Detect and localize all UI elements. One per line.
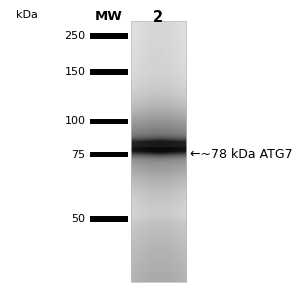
Text: MW: MW xyxy=(95,11,123,23)
Text: ←~78 kDa ATG7: ←~78 kDa ATG7 xyxy=(190,148,293,161)
Text: kDa: kDa xyxy=(16,11,38,20)
Text: 75: 75 xyxy=(71,149,85,160)
Bar xyxy=(90,69,128,75)
Bar xyxy=(130,21,186,282)
Text: 2: 2 xyxy=(153,11,163,26)
Bar xyxy=(90,152,128,157)
Bar xyxy=(90,216,128,222)
Bar xyxy=(90,33,128,39)
Text: 50: 50 xyxy=(71,214,85,224)
Bar xyxy=(90,119,128,124)
Text: 100: 100 xyxy=(64,116,86,127)
Text: 250: 250 xyxy=(64,31,86,41)
Text: 150: 150 xyxy=(64,67,86,77)
